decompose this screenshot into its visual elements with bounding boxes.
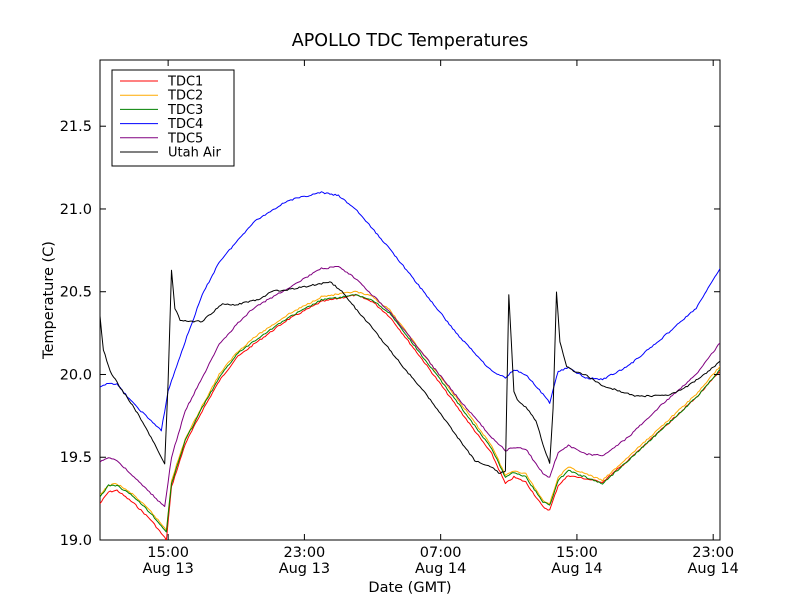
x-tick-label-date: Aug 14 (551, 561, 602, 577)
y-tick-label: 20.5 (60, 285, 92, 301)
x-tick-label-time: 23:00 (692, 545, 734, 561)
x-tick-label-date: Aug 14 (687, 561, 738, 577)
y-tick-label: 20.0 (60, 367, 92, 383)
legend-label: TDC4 (167, 117, 203, 132)
x-tick-label-date: Aug 14 (415, 561, 466, 577)
y-tick-label: 19.0 (60, 533, 92, 549)
legend-box (111, 69, 235, 167)
x-tick-label-time: 15:00 (147, 545, 189, 561)
series-line-tdc4 (100, 191, 720, 432)
x-tick-label-time: 15:00 (556, 545, 598, 561)
series-line-utah-air (100, 269, 720, 474)
series-line-tdc3 (100, 294, 720, 533)
chart-title: APOLLO TDC Temperatures (292, 31, 528, 51)
legend-label: Utah Air (168, 146, 221, 161)
legend-label: TDC5 (167, 131, 203, 146)
y-axis-label: Temperature (C) (41, 241, 57, 360)
y-axis: 19.0 19.5 20.0 20.5 21.0 21.5 (60, 119, 720, 549)
x-axis-label: Date (GMT) (368, 580, 451, 596)
x-tick-label-time: 23:00 (283, 545, 325, 561)
x-tick-label-date: Aug 13 (279, 561, 330, 577)
series-line-tdc1 (100, 293, 720, 540)
series-line-tdc5 (100, 266, 720, 507)
legend-label: TDC1 (167, 75, 203, 90)
series-layer (100, 191, 720, 540)
x-tick-label-time: 07:00 (420, 545, 462, 561)
legend-label: TDC2 (167, 89, 203, 104)
x-tick-label-date: Aug 13 (142, 561, 193, 577)
y-tick-label: 21.5 (60, 119, 92, 135)
y-tick-label: 21.0 (60, 202, 92, 218)
y-tick-label: 19.5 (60, 450, 92, 466)
legend-label: TDC3 (167, 103, 203, 118)
